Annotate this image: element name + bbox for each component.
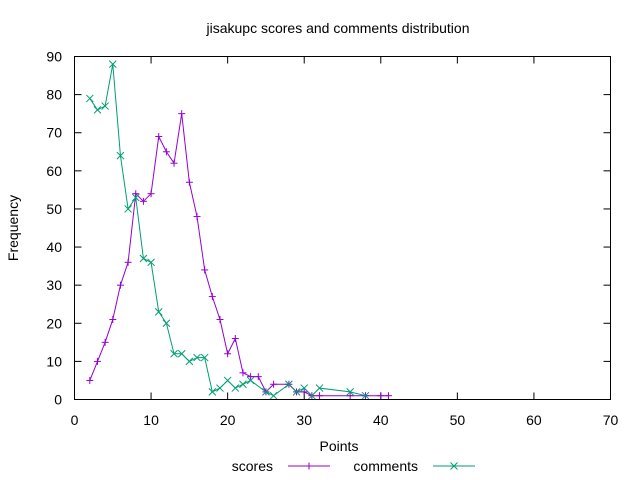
data-point-comments [246,376,255,385]
data-point-comments [269,391,278,400]
legend-marker [305,462,313,470]
data-point-comments [139,254,148,263]
data-point-scores [216,315,224,323]
legend-item-scores: scores [232,458,330,474]
data-point-scores [201,266,209,274]
axes: 0 10 20 30 40 50 60 70 0 10 20 30 40 50 60 70 80 90 [46,49,618,429]
x-tick-label: 0 [71,412,79,428]
y-tick-label: 0 [54,392,62,408]
chart-title: jisakupc scores and comments distributio… [205,20,469,36]
data-point-comments [147,258,155,267]
data-point-comments [239,380,247,389]
data-point-comments [93,106,102,114]
y-tick-label: 50 [46,201,62,217]
data-point-scores [316,392,324,400]
x-tick-label: 70 [603,412,619,428]
data-point-comments [361,391,370,400]
data-point-comments [208,388,217,396]
y-tick-label: 70 [46,125,62,141]
data-point-comments [177,349,186,358]
data-point-comments [231,384,240,392]
y-tick-label: 10 [46,353,62,369]
data-point-scores [231,335,239,343]
data-point-scores [124,258,132,266]
series-scores [86,110,392,400]
data-point-scores [162,148,170,156]
x-tick-label: 20 [220,412,236,428]
y-axis-label: Frequency [5,195,21,261]
series-comments [85,60,370,400]
data-point-comments [162,319,171,328]
data-point-scores [155,133,163,141]
y-tick-label: 90 [46,49,62,65]
data-point-comments [262,388,270,396]
data-point-comments [315,384,324,392]
legend-label: scores [232,458,273,474]
data-point-comments [200,353,209,362]
data-point-comments [131,193,140,202]
y-tick-label: 80 [46,87,62,103]
data-point-scores [178,110,186,118]
data-point-scores [109,315,117,323]
y-tick-label: 60 [46,163,62,179]
legend-label: comments [353,458,418,474]
series-layer [85,60,392,400]
x-tick-label: 10 [143,412,159,428]
legend: scores comments [232,458,475,474]
data-point-comments [285,380,293,389]
data-point-comments [346,388,355,396]
data-point-comments [193,353,201,362]
data-point-comments [223,376,232,385]
x-tick-label: 50 [450,412,466,428]
data-point-comments [292,388,301,396]
data-point-scores [185,178,193,186]
data-point-scores [170,159,178,167]
data-point-comments [108,60,117,68]
data-point-scores [147,190,155,198]
series-line-scores [89,113,389,397]
data-point-comments [154,307,163,316]
x-tick-label: 60 [526,412,542,428]
data-point-scores [193,213,201,221]
data-point-scores [93,357,101,365]
data-point-scores [377,392,385,400]
data-point-scores [346,392,354,400]
data-point-comments [300,384,309,392]
x-tick-label: 30 [296,412,312,428]
data-point-scores [270,380,278,388]
x-tick-label: 40 [373,412,389,428]
legend-marker [450,462,458,470]
x-axis-label: Points [320,438,359,454]
y-tick-label: 30 [46,277,62,293]
data-point-scores [384,392,392,400]
data-point-scores [254,373,262,381]
data-point-comments [85,94,94,103]
series-line-comments [89,64,366,397]
data-point-scores [139,197,147,205]
data-point-comments [101,102,109,110]
data-point-scores [239,369,247,377]
data-point-scores [132,190,140,198]
y-tick-label: 40 [46,239,62,255]
data-point-comments [308,391,316,400]
data-point-comments [124,205,132,213]
data-point-scores [101,338,109,346]
data-point-scores [247,373,255,381]
data-point-scores [224,350,232,358]
data-point-comments [116,151,125,160]
data-point-scores [116,281,124,289]
data-point-comments [170,349,178,358]
y-tick-label: 20 [46,315,62,331]
data-point-scores [208,293,216,301]
data-point-comments [216,384,224,392]
legend-item-comments: comments [353,458,475,474]
data-point-scores [300,388,308,396]
plot-frame [74,56,611,400]
data-point-scores [86,376,94,384]
data-point-comments [185,357,194,366]
